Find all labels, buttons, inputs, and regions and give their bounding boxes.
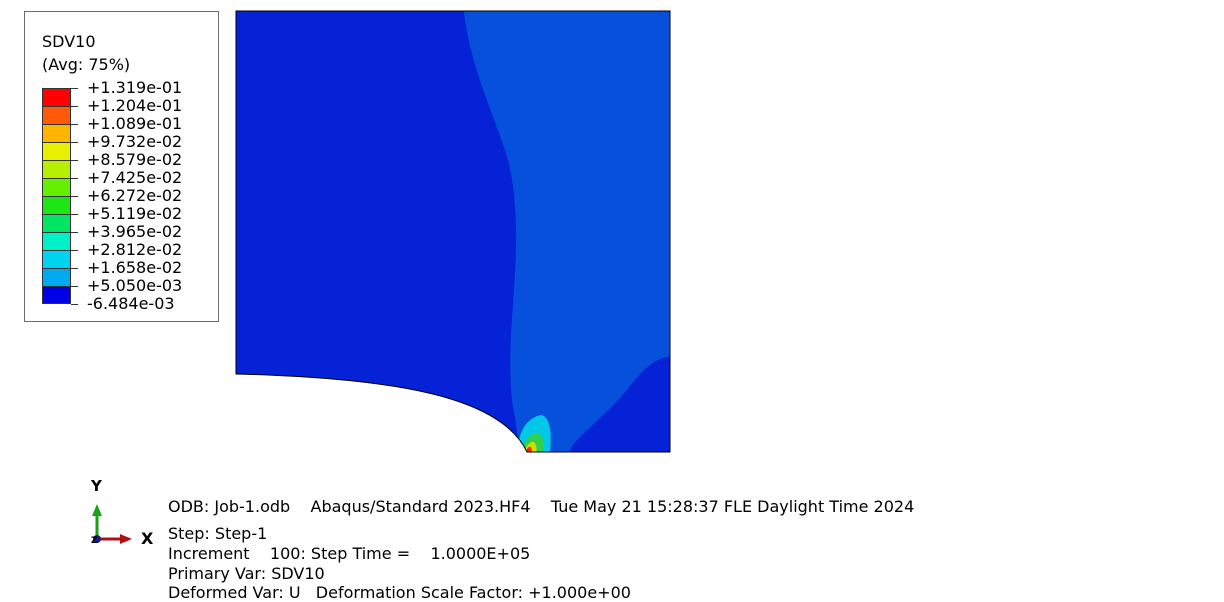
- x-axis-arrowhead: [120, 534, 132, 544]
- legend-tick: [71, 178, 78, 179]
- y-axis-arrowhead: [92, 504, 102, 516]
- legend-level-label: +5.050e-03: [87, 276, 183, 295]
- legend-level-label: +5.119e-02: [87, 204, 183, 223]
- coordinate-triad: Y Z X: [90, 477, 154, 548]
- part-outline: [235, 10, 671, 453]
- legend-swatch: [42, 250, 71, 268]
- legend-tick: [71, 304, 78, 305]
- legend-swatch: [42, 124, 71, 142]
- legend-averaging: (Avg: 75%): [42, 55, 131, 74]
- legend-tick: [71, 214, 78, 215]
- legend-tick: [71, 196, 78, 197]
- legend-swatch: [42, 88, 71, 106]
- legend-tick: [71, 268, 78, 269]
- legend-swatch: [42, 196, 71, 214]
- x-axis-label: X: [141, 529, 154, 548]
- legend-level-label: +1.658e-02: [87, 258, 183, 277]
- legend-swatch: [42, 160, 71, 178]
- legend-swatch: [42, 232, 71, 250]
- legend-tick: [71, 106, 78, 107]
- legend-swatch: [42, 214, 71, 232]
- odb-info-line: ODB: Job-1.odb Abaqus/Standard 2023.HF4 …: [168, 497, 915, 516]
- legend-level-label: +6.272e-02: [87, 186, 183, 205]
- legend-level-label: -6.484e-03: [87, 294, 175, 313]
- legend-tick: [71, 160, 78, 161]
- legend-level-label: +2.812e-02: [87, 240, 183, 259]
- legend-tick: [71, 142, 78, 143]
- legend-level-label: +8.579e-02: [87, 150, 183, 169]
- legend-tick: [71, 286, 78, 287]
- legend-level-label: +1.204e-01: [87, 96, 183, 115]
- z-axis-marker: [93, 535, 101, 543]
- primary-var-info-line: Primary Var: SDV10: [168, 564, 325, 583]
- contour-hotspot-red: [526, 446, 532, 452]
- legend-level-label: +7.425e-02: [87, 168, 183, 187]
- legend-tick: [71, 250, 78, 251]
- contour-legend: SDV10 (Avg: 75%) +1.319e-01 +1.204e-01 +1.…: [24, 11, 219, 322]
- legend-swatch: [42, 178, 71, 196]
- y-axis-label: Y: [90, 477, 103, 495]
- legend-tick: [71, 124, 78, 125]
- legend-tick: [71, 232, 78, 233]
- legend-level-label: +1.319e-01: [87, 78, 183, 97]
- legend-variable-name: SDV10: [42, 32, 96, 51]
- legend-color-bar: [42, 88, 71, 304]
- increment-info-line: Increment 100: Step Time = 1.0000E+05: [168, 544, 531, 563]
- legend-swatch: [42, 286, 71, 304]
- contour-region-mid: [463, 11, 670, 452]
- legend-tick: [71, 88, 78, 89]
- legend-swatch: [42, 142, 71, 160]
- step-info-line: Step: Step-1: [168, 524, 268, 543]
- legend-level-label: +1.089e-01: [87, 114, 183, 133]
- legend-swatch: [42, 106, 71, 124]
- legend-level-label: +9.732e-02: [87, 132, 183, 151]
- z-axis-label: Z: [91, 536, 98, 546]
- legend-level-label: +3.965e-02: [87, 222, 183, 241]
- legend-swatch: [42, 268, 71, 286]
